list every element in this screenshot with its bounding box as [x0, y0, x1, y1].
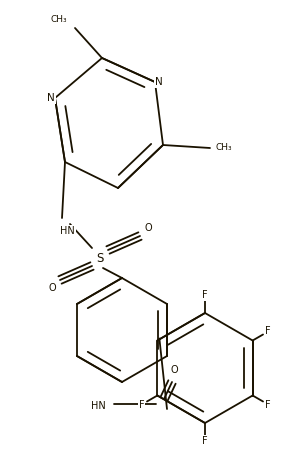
Text: N: N — [47, 93, 55, 103]
Text: CH₃: CH₃ — [50, 15, 67, 24]
Text: S: S — [96, 252, 104, 265]
Text: F: F — [202, 290, 208, 300]
Text: O: O — [170, 365, 178, 375]
Text: F: F — [202, 436, 208, 446]
Text: N: N — [155, 77, 163, 87]
Text: CH₃: CH₃ — [215, 144, 232, 152]
Text: O: O — [144, 223, 152, 233]
Text: O: O — [48, 283, 56, 293]
Text: HN: HN — [91, 401, 106, 411]
Text: F: F — [139, 399, 145, 410]
Text: HN: HN — [60, 226, 75, 236]
Text: F: F — [265, 399, 271, 410]
Text: F: F — [265, 327, 271, 336]
